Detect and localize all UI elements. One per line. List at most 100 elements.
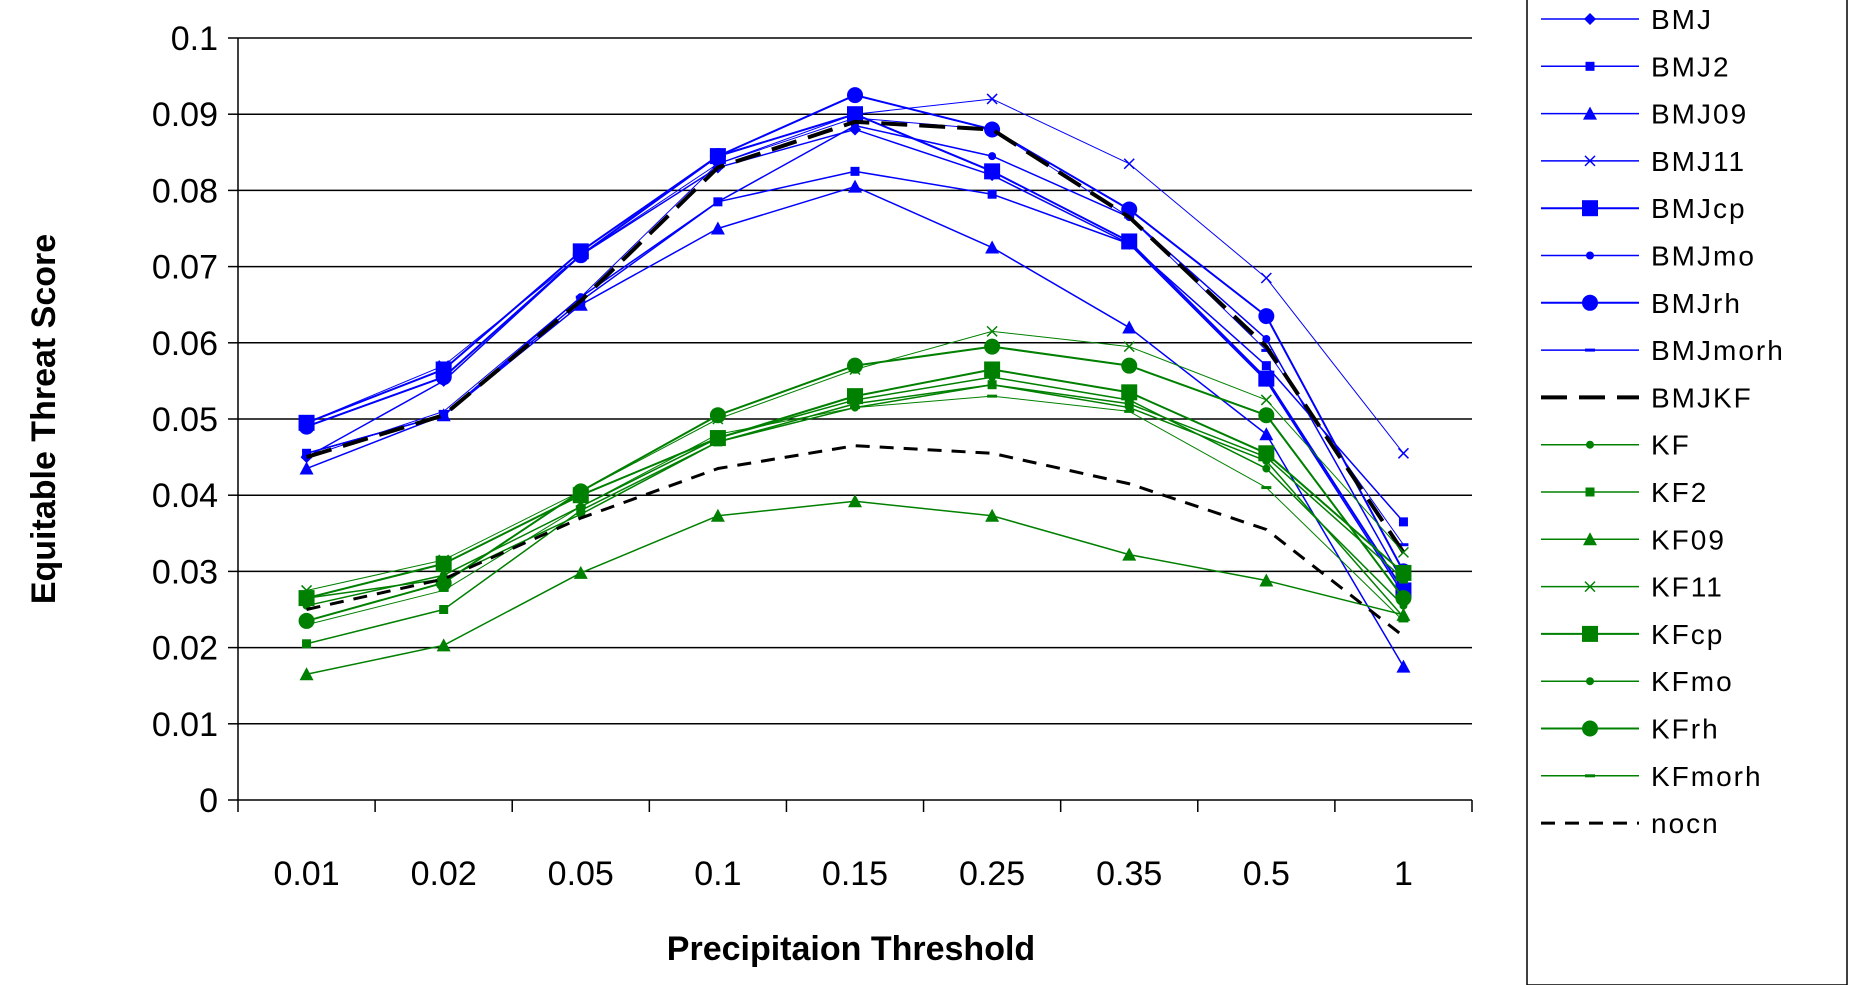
data-point	[435, 369, 452, 386]
legend-label: KF11	[1651, 572, 1724, 603]
data-point	[709, 407, 726, 424]
data-point	[848, 179, 862, 193]
data-point	[1398, 517, 1408, 527]
legend-item: KFrh	[1541, 714, 1718, 745]
data-point	[984, 163, 1001, 180]
x-tick-label: 0.25	[959, 855, 1025, 893]
data-point	[851, 395, 859, 404]
legend-item: BMJKF	[1541, 382, 1753, 413]
data-point	[1262, 334, 1271, 343]
data-point	[572, 483, 589, 500]
data-point	[1260, 272, 1272, 284]
y-tick-label: 0.03	[152, 553, 218, 591]
series-bmj09	[299, 179, 1411, 673]
legend: BMJ BMJ2 BMJ09 BMJ11 BMJcp BMJmo BMJrh BMJmorh B…	[1526, 0, 1848, 985]
data-point	[850, 166, 860, 176]
legend-swatch-marker	[1585, 61, 1595, 71]
data-point	[847, 87, 863, 104]
y-tick-label: 0.04	[152, 477, 218, 515]
y-tick-label: 0.07	[152, 249, 218, 287]
y-tick-label: 0.06	[152, 325, 218, 363]
data-point	[984, 361, 1001, 378]
legend-item: BMJmorh	[1541, 335, 1783, 366]
legend-swatch-marker	[1582, 200, 1598, 217]
data-point	[713, 434, 722, 443]
data-point	[988, 152, 997, 161]
legend-item: KFcp	[1541, 619, 1722, 650]
data-point	[710, 508, 725, 522]
legend-label: BMJ	[1651, 4, 1713, 35]
data-point	[1396, 659, 1411, 673]
y-axis-title: Equitable Threat Score	[25, 234, 63, 604]
x-tick-label: 0.35	[1096, 855, 1162, 893]
data-point	[572, 247, 589, 264]
x-tick-label: 1	[1394, 855, 1413, 893]
y-tick-label: 0.02	[152, 630, 218, 668]
data-point	[299, 667, 314, 681]
y-tick-label: 0.01	[152, 706, 218, 744]
data-point	[1122, 547, 1137, 561]
data-point	[984, 338, 1001, 355]
legend-swatch-marker	[1584, 581, 1596, 593]
data-point	[1121, 233, 1138, 250]
legend-item: BMJ	[1541, 4, 1713, 35]
legend-item: KFmorh	[1541, 761, 1761, 792]
y-tick-label: 0.1	[171, 20, 218, 58]
data-point	[987, 380, 997, 390]
series-line	[306, 345, 1405, 622]
data-point	[710, 221, 725, 235]
legend-label: BMJ2	[1651, 51, 1731, 82]
y-tick-label: 0.08	[152, 172, 218, 210]
legend-item: BMJ09	[1541, 99, 1746, 130]
series-nocn	[306, 444, 1405, 638]
legend-swatch-marker	[1582, 625, 1598, 642]
data-point	[302, 639, 312, 649]
data-point	[1122, 320, 1137, 334]
legend-label: KFmo	[1651, 666, 1734, 697]
series-bmjrh	[298, 87, 1412, 580]
legend-swatch-marker	[1583, 532, 1597, 546]
data-point	[1395, 590, 1412, 607]
series-bmjkf	[305, 119, 1406, 554]
legend-swatch-marker	[1583, 106, 1597, 120]
data-point	[1125, 395, 1134, 404]
legend-label: KF09	[1651, 524, 1726, 555]
legend-item: BMJrh	[1541, 288, 1740, 319]
legend-item: BMJmo	[1541, 241, 1754, 272]
data-point	[1260, 394, 1272, 406]
data-point	[1397, 447, 1409, 459]
x-tick-label: 0.15	[822, 855, 888, 893]
data-point	[1259, 427, 1274, 441]
data-point	[435, 555, 452, 572]
series-line	[305, 119, 1406, 554]
data-point	[985, 240, 1000, 254]
legend-swatch-marker	[1586, 440, 1594, 449]
data-point	[986, 325, 998, 337]
legend-label: BMJKF	[1651, 382, 1753, 413]
data-point	[1397, 546, 1409, 558]
legend-swatch-marker	[1586, 251, 1594, 260]
data-point	[848, 494, 862, 508]
legend-label: KF2	[1651, 477, 1708, 508]
legend-swatch-marker	[1586, 677, 1594, 686]
data-point	[439, 605, 449, 614]
legend-item: nocn	[1541, 808, 1718, 839]
data-point	[1258, 445, 1275, 462]
data-point	[1258, 407, 1275, 424]
x-tick-label: 0.1	[694, 855, 741, 893]
y-tick-label: 0.05	[152, 401, 218, 439]
y-tick-label: 0	[199, 782, 218, 820]
legend-swatch-marker	[1582, 720, 1598, 737]
y-tick-label: 0.09	[152, 96, 218, 134]
legend-item: KF11	[1541, 572, 1724, 603]
data-point	[1121, 384, 1138, 401]
legend-item: BMJcp	[1541, 193, 1745, 224]
x-axis-title: Precipitaion Threshold	[667, 930, 1035, 968]
data-point	[436, 638, 451, 652]
data-point	[1121, 357, 1138, 374]
legend-swatch-marker	[1582, 294, 1598, 311]
legend-item: KF2	[1541, 477, 1708, 508]
data-point	[298, 612, 315, 629]
data-point	[986, 93, 998, 105]
